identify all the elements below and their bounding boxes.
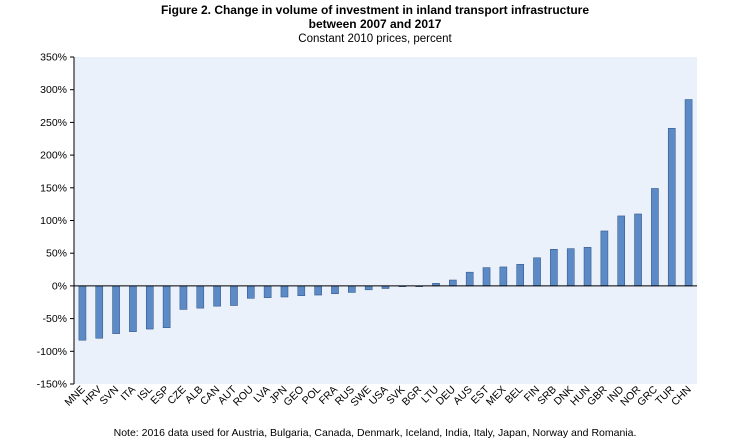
bar-deu [449, 279, 457, 287]
bar-isl [145, 285, 154, 330]
bar-rus [348, 285, 356, 293]
y-axis-ticks: -150% -100% -50% 0% 50% 100% 150% 200% 250% 300% 3… [37, 52, 74, 391]
x-tick-label: SVN [97, 384, 121, 408]
bar-chn [684, 99, 693, 287]
y-tick-label: 350% [40, 52, 67, 64]
chart-title-line2: between 2007 and 2017 [309, 17, 442, 31]
bar-gbr [600, 230, 609, 287]
bar-svn [112, 285, 120, 334]
bar-jpn [280, 285, 289, 298]
y-tick-label: 250% [40, 117, 67, 129]
y-tick-label: 50% [46, 248, 67, 260]
y-tick-label: -150% [37, 379, 67, 391]
bar-srb [550, 249, 558, 287]
chart-note: Note: 2016 data used for Austria, Bulgar… [114, 427, 637, 439]
bar-rou [247, 285, 255, 299]
y-tick-label: 150% [40, 182, 67, 194]
y-tick-label: -100% [37, 346, 67, 358]
bar-geo [297, 285, 306, 296]
bar-est [482, 267, 491, 287]
bars [78, 99, 693, 341]
bar-hrv [95, 285, 104, 339]
bar-cze [179, 285, 188, 310]
x-tick-label: CHN [669, 384, 694, 409]
bar-mex [499, 266, 508, 287]
bar-ind [617, 215, 626, 287]
bar-dnk [566, 248, 575, 287]
bar-aut [230, 285, 238, 306]
y-tick-label: 100% [40, 215, 67, 227]
bar-grc [651, 188, 659, 287]
bar-esp [162, 285, 171, 329]
bar-aus [465, 271, 474, 287]
bar-lva [263, 285, 272, 298]
y-tick-label: 200% [40, 150, 67, 162]
plot-area [74, 57, 697, 384]
bar-ita [129, 285, 137, 332]
y-tick-label: -50% [42, 313, 67, 325]
bar-tur [667, 128, 676, 287]
y-tick-label: 0% [52, 280, 67, 292]
y-tick-label: 300% [40, 84, 67, 96]
bar-swe [364, 285, 373, 291]
bar-nor [634, 213, 642, 287]
bar-can [213, 285, 221, 307]
bar-mne [78, 285, 87, 341]
bar-fin [533, 257, 541, 287]
bar-fra [331, 285, 339, 294]
bar-alb [196, 285, 205, 309]
x-tick-label: ITA [119, 384, 138, 403]
bar-bel [516, 264, 524, 287]
chart-title: Figure 2. Change in volume of investment… [161, 3, 589, 17]
bar-hun [583, 247, 592, 287]
bar-pol [314, 285, 322, 296]
chart-subtitle: Constant 2010 prices, percent [298, 33, 452, 45]
x-axis-labels: MNEHRVSVNITAISLESPCZEALBCANAUTROULVAJPNG… [63, 383, 694, 409]
